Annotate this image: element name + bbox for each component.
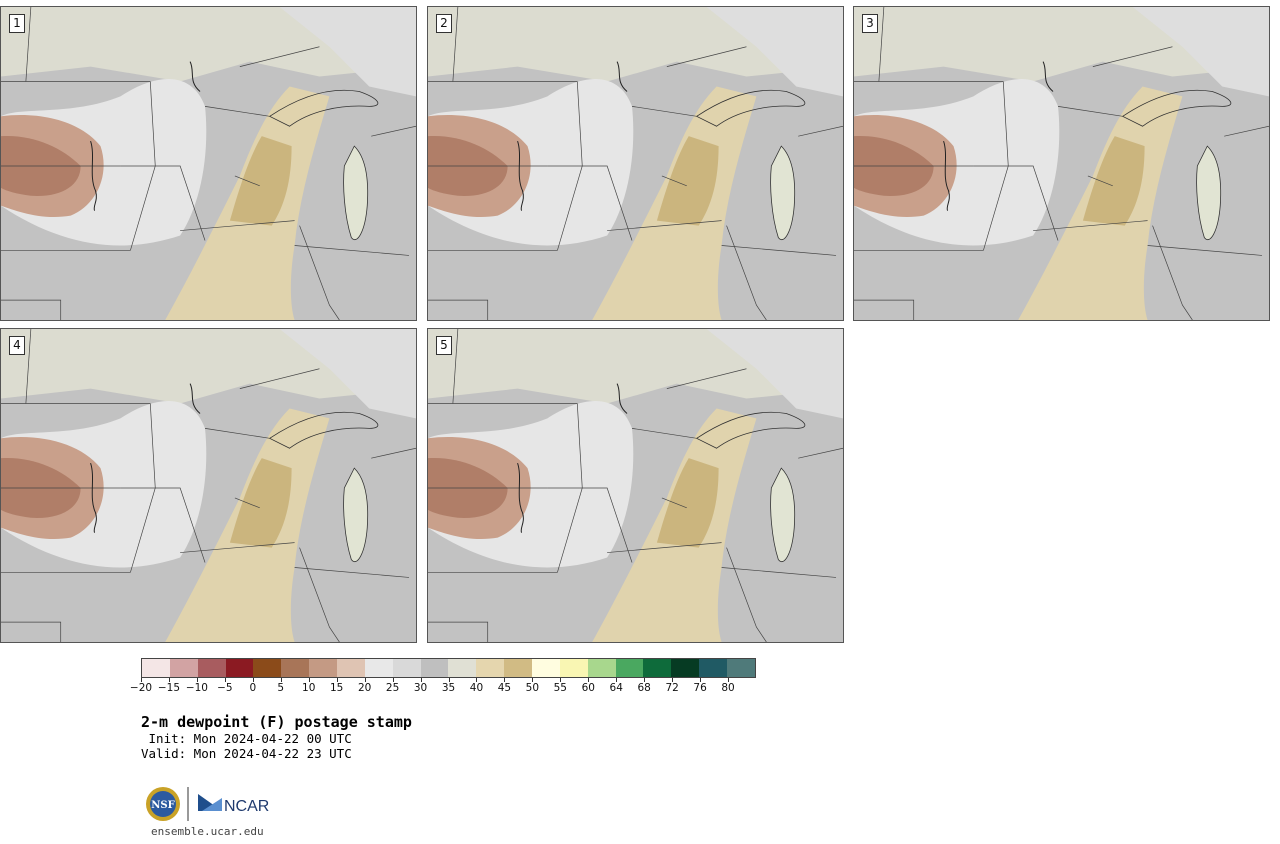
colorbar-swatch — [587, 659, 616, 677]
colorbar-swatch — [142, 659, 170, 677]
colorbar-tick-mark — [700, 678, 702, 682]
colorbar-tick-mark — [252, 678, 254, 682]
colorbar-ticks: −20 −15 −10 −5 0 5 10 15 20 25 30 35 40 45 50 55 60 64 68 7… — [130, 678, 756, 698]
panel-number-label: 5 — [436, 336, 452, 355]
panel-number-label: 4 — [9, 336, 25, 355]
colorbar-tick-label: 5 — [277, 682, 285, 694]
map-panel-3: 3 — [853, 6, 1270, 321]
dewpoint-map — [854, 7, 1269, 320]
dewpoint-map — [1, 329, 416, 642]
colorbar-tick-label: 25 — [385, 682, 400, 694]
colorbar-swatch — [364, 659, 393, 677]
colorbar-tick-mark — [280, 678, 282, 682]
figure-title: 2-m dewpoint (F) postage stamp — [141, 713, 412, 731]
colorbar-tick-label: −15 — [157, 682, 181, 694]
logos: NSF NCAR — [145, 784, 285, 824]
colorbar-tick-label: −5 — [217, 682, 233, 694]
colorbar — [141, 658, 756, 678]
colorbar-tick-label: −20 — [129, 682, 153, 694]
website-url: ensemble.ucar.edu — [151, 825, 264, 838]
colorbar-tick-label: 0 — [249, 682, 257, 694]
colorbar-tick-label: 68 — [637, 682, 651, 694]
colorbar-swatch — [727, 659, 755, 677]
colorbar-tick-mark — [588, 678, 590, 682]
colorbar-tick-mark — [168, 678, 170, 682]
dewpoint-map — [428, 329, 843, 642]
colorbar-swatch — [197, 659, 226, 677]
colorbar-tick-mark — [364, 678, 366, 682]
colorbar-tick-label: 15 — [329, 682, 344, 694]
colorbar-tick-label: 80 — [721, 682, 735, 694]
colorbar-swatch — [476, 659, 505, 677]
colorbar-tick-mark — [560, 678, 562, 682]
colorbar-swatch — [448, 659, 477, 677]
colorbar-tick-mark — [644, 678, 646, 682]
colorbar-tick-label: 45 — [497, 682, 512, 694]
colorbar-tick-mark — [141, 678, 142, 682]
colorbar-swatch — [337, 659, 365, 677]
valid-time: Valid: Mon 2024-04-22 23 UTC — [141, 746, 352, 761]
colorbar-swatch — [671, 659, 700, 677]
colorbar-tick-mark — [616, 678, 618, 682]
colorbar-tick-mark — [532, 678, 534, 682]
panel-number-label: 3 — [862, 14, 878, 33]
colorbar-tick-mark — [420, 678, 422, 682]
init-time: Init: Mon 2024-04-22 00 UTC — [141, 731, 352, 746]
colorbar-swatch — [699, 659, 728, 677]
map-panel-1: 1 — [0, 6, 417, 321]
ncar-logo-icon: NCAR — [198, 794, 269, 815]
colorbar-swatch — [253, 659, 282, 677]
colorbar-swatch — [615, 659, 644, 677]
colorbar-tick-label: 72 — [665, 682, 679, 694]
colorbar-swatch — [504, 659, 533, 677]
colorbar-swatch — [643, 659, 672, 677]
colorbar-tick-label: 35 — [441, 682, 456, 694]
colorbar-tick-mark — [728, 678, 730, 682]
colorbar-tick-label: 55 — [553, 682, 567, 694]
panel-number-label: 1 — [9, 14, 25, 33]
colorbar-swatch — [225, 659, 254, 677]
colorbar-swatch — [309, 659, 338, 677]
colorbar-tick-mark — [308, 678, 310, 682]
colorbar-swatch — [281, 659, 310, 677]
colorbar-tick-label: −10 — [185, 682, 208, 694]
panel-number-label: 2 — [436, 14, 452, 33]
colorbar-tick-label: 60 — [581, 682, 595, 694]
colorbar-swatch — [532, 659, 560, 677]
colorbar-tick-mark — [476, 678, 478, 682]
colorbar-tick-label: 30 — [413, 682, 428, 694]
nsf-logo-icon: NSF — [146, 787, 180, 821]
colorbar-tick-label: 10 — [302, 682, 316, 694]
colorbar-tick-label: 50 — [525, 682, 540, 694]
colorbar-tick-label: 64 — [609, 682, 623, 694]
map-panel-4: 4 — [0, 328, 417, 643]
colorbar-swatch — [392, 659, 421, 677]
colorbar-swatch — [169, 659, 198, 677]
colorbar-tick-label: 76 — [693, 682, 707, 694]
dewpoint-map — [428, 7, 843, 320]
svg-text:NCAR: NCAR — [224, 798, 269, 815]
colorbar-tick-mark — [336, 678, 338, 682]
map-panel-2: 2 — [427, 6, 844, 321]
svg-text:NSF: NSF — [151, 800, 174, 811]
colorbar-tick-mark — [392, 678, 394, 682]
colorbar-swatch — [559, 659, 588, 677]
colorbar-tick-mark — [504, 678, 506, 682]
map-panel-5: 5 — [427, 328, 844, 643]
colorbar-tick-mark — [224, 678, 226, 682]
colorbar-tick-mark — [196, 678, 198, 682]
colorbar-tick-label: 40 — [469, 682, 484, 694]
colorbar-swatch — [420, 659, 449, 677]
colorbar-tick-label: 20 — [357, 682, 372, 694]
colorbar-tick-mark — [672, 678, 674, 682]
dewpoint-map — [1, 7, 416, 320]
colorbar-tick-mark — [448, 678, 450, 682]
